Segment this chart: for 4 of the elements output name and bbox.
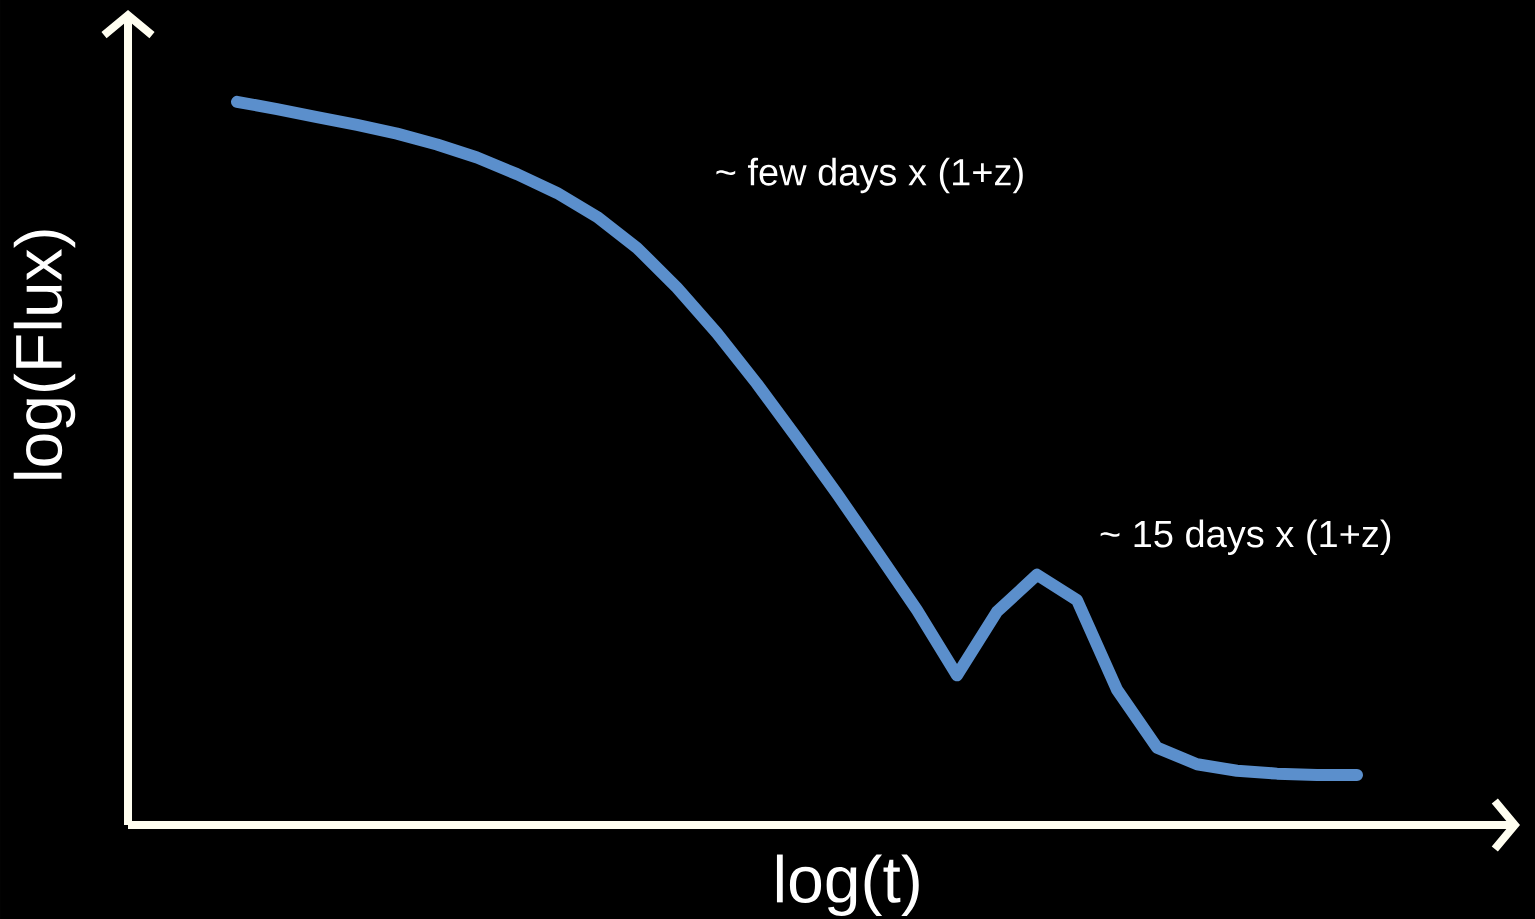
annotation: ~ 15 days x (1+z) — [1100, 519, 1391, 555]
annotation: ~ few days x (1+z) — [716, 157, 1023, 194]
y-axis-title: log(Flux) — [13, 230, 76, 479]
x-axis-title: log(t) — [776, 854, 919, 917]
